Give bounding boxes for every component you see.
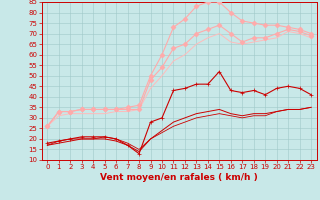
X-axis label: Vent moyen/en rafales ( km/h ): Vent moyen/en rafales ( km/h ) [100,173,258,182]
